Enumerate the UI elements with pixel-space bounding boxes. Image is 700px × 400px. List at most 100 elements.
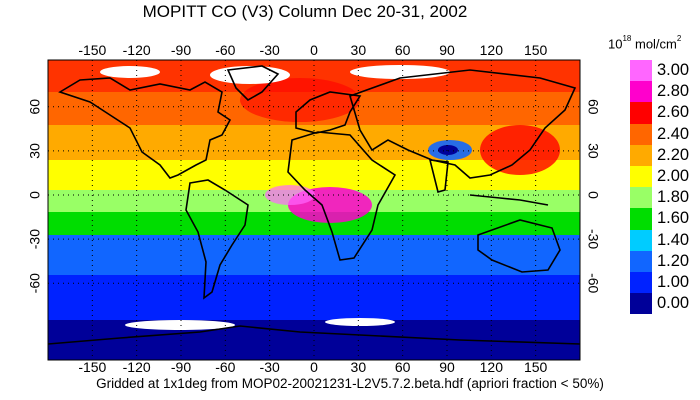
lon-bottom-label: -150 [78,359,106,372]
legend-label: 1.00 [657,272,690,291]
legend-row: 1.40 [630,229,700,251]
north-america-coast [58,77,232,179]
legend-swatch [630,60,652,82]
lon-bottom-label: 150 [524,359,548,372]
arctic-gap-3 [100,66,160,78]
tibet-core [438,145,458,155]
lon-top-label: -150 [78,42,106,58]
lon-top-label: 90 [439,42,455,58]
legend-swatch [630,229,652,251]
lat-ticks-right: 60 30 0 -30 -60 [585,99,600,294]
colorbar-units: 1018 mol/cm2 [608,34,682,52]
legend-label: 1.80 [657,188,690,207]
legend-swatch [630,123,652,145]
arctic-gap-2 [350,65,450,79]
legend-label: 2.60 [657,103,690,122]
legend-swatch [630,81,652,103]
legend-label: 2.40 [657,124,690,143]
legend-swatch [630,250,652,272]
legend-label: 2.80 [657,82,690,101]
australia-coast [477,219,561,273]
legend-swatch [630,165,652,188]
legend-label: 0.00 [657,294,690,313]
lon-bottom-label: 0 [310,359,318,372]
antarctic-gap-1 [125,320,235,330]
legend-label: 3.00 [657,61,690,79]
legend-swatch [630,144,652,166]
lon-top-label: 0 [310,42,318,58]
lon-top-label: -90 [171,42,191,58]
gridlines [48,60,580,360]
india-coast [428,159,449,193]
lat-right-label: -30 [585,229,600,249]
co-column-map: -150 -120 -90 -60 -30 0 30 60 90 120 150 -150 -120-… [27,42,600,372]
north-atlantic-plume [240,78,360,122]
legend-swatch [630,271,652,294]
lon-bottom-label: -30 [260,359,280,372]
asia-coast [349,69,577,179]
lon-top-label: 60 [395,42,411,58]
lat-right-label: 30 [585,143,600,159]
lon-bottom-label: -60 [215,359,235,372]
lon-bottom-label: 90 [439,359,455,372]
lat-left-label: 30 [27,143,43,159]
lon-ticks-top: -150 -120 -90 -60 -30 0 30 60 90 120 150 [78,42,547,58]
lat-right-label: 60 [585,99,600,115]
lon-top-label: -60 [215,42,235,58]
antarctic-gap-2 [325,318,395,326]
greenland-coast [226,65,280,101]
indonesia-coast [469,194,549,206]
legend-swatch [630,208,652,230]
lat-ticks-left: 60 30 0 -30 -60 [27,99,43,294]
legend-row: 1.00 [630,271,700,294]
legend-label: 1.20 [657,251,690,270]
legend-row: 3.00 [630,60,700,82]
legend-label: 1.60 [657,209,690,228]
lat-left-label: -60 [27,273,43,293]
highlight-blobs [100,65,560,330]
lon-ticks-bottom: -150 -120 -90 -60 -30 0 30 60 90 120 150 [78,359,547,372]
lon-top-label: 30 [351,42,367,58]
lat-left-label: 60 [27,99,43,115]
lat-left-label: 0 [27,191,43,199]
band-south-ocean [48,275,580,320]
legend-label: 2.20 [657,145,690,164]
band-south-tropic [48,212,580,235]
lon-bottom-label: -120 [123,359,151,372]
lat-right-label: -60 [585,273,600,293]
lon-bottom-label: 60 [395,359,411,372]
legend-row: 1.60 [630,208,700,230]
legend-row: 2.00 [630,165,700,188]
colorbar-legend: 3.00 2.80 2.60 2.40 2.20 2.00 1.80 1.60 1.40 1.20… [630,60,700,315]
lon-bottom-label: -90 [171,359,191,372]
legend-row: 1.20 [630,250,700,272]
map-title: MOPITT CO (V3) Column Dec 20-31, 2002 [142,2,468,21]
lon-bottom-label: 120 [480,359,504,372]
legend-row: 1.80 [630,187,700,209]
legend-row: 2.20 [630,144,700,166]
lat-right-label: 0 [585,191,600,199]
lon-top-label: -30 [260,42,280,58]
legend-swatch [630,187,652,209]
lon-top-label: -120 [123,42,151,58]
legend-label: 1.40 [657,230,690,249]
antarctica-coast [48,325,580,345]
legend-swatch [630,293,652,315]
lon-top-label: 120 [480,42,504,58]
legend-row: 2.40 [630,123,700,145]
east-asia-plume [480,125,560,175]
legend-label: 2.00 [657,166,690,185]
legend-row: 2.80 [630,81,700,103]
africa-coast [287,131,397,261]
legend-row: 0.00 [630,293,700,315]
europe-coast [295,91,362,134]
footer-caption: Gridded at 1x1deg from MOP02-20021231-L2… [96,376,604,391]
legend-swatch [630,102,652,124]
lon-top-label: 150 [524,42,548,58]
lat-left-label: -30 [27,229,43,249]
map-frame [47,59,581,361]
lon-bottom-label: 30 [351,359,367,372]
coastlines [48,65,580,345]
west-africa-plume [265,185,315,205]
legend-row: 2.60 [630,102,700,124]
